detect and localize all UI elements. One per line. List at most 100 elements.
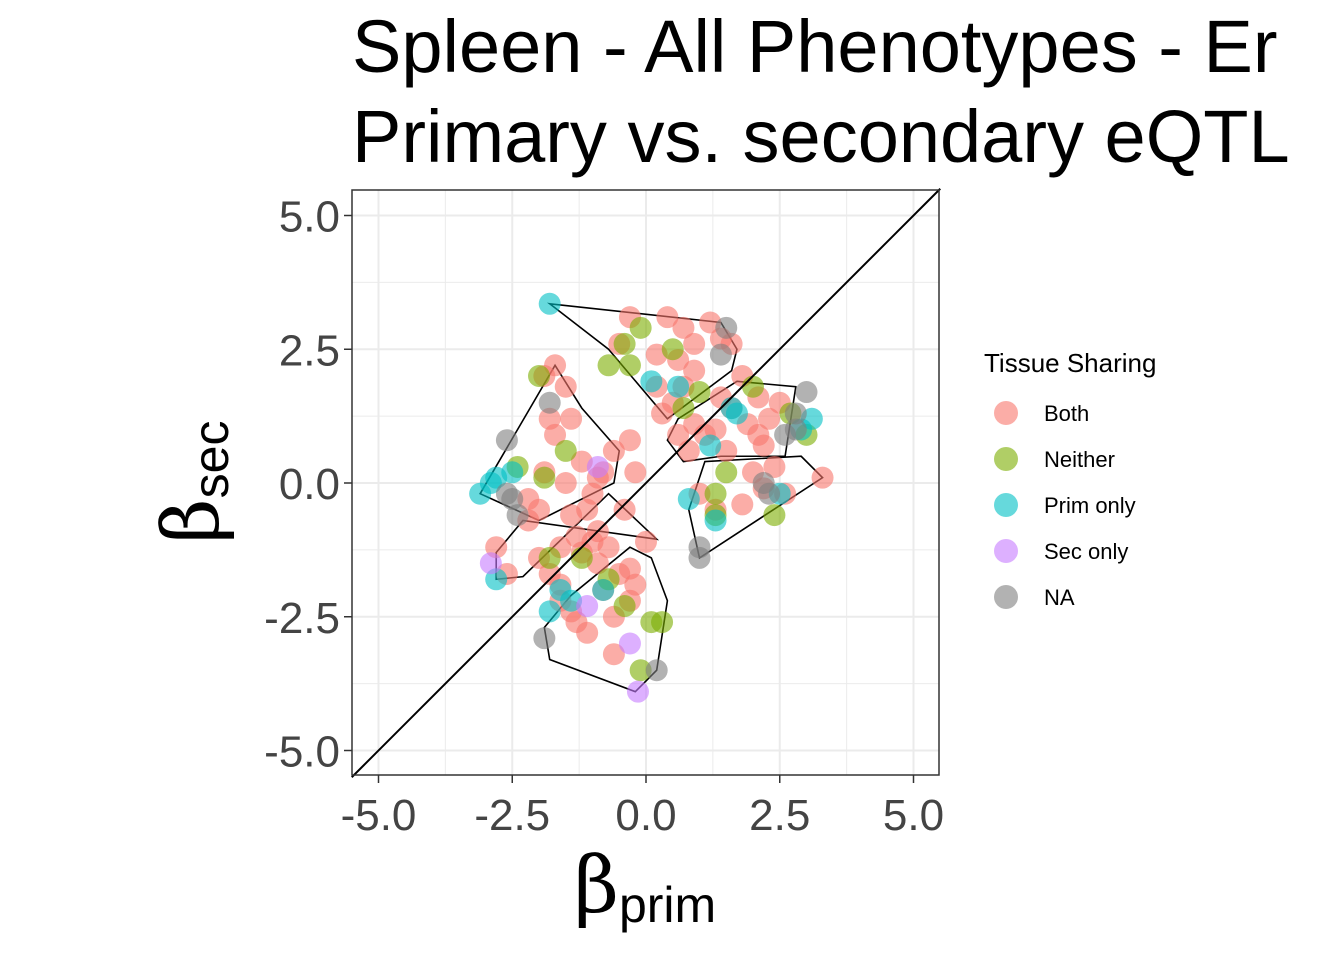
data-point-na bbox=[715, 316, 738, 339]
data-point-both bbox=[683, 359, 706, 382]
y-tick-label: 5.0 bbox=[279, 193, 340, 242]
data-point-both bbox=[576, 621, 599, 644]
legend-label-na: NA bbox=[1044, 585, 1075, 610]
x-axis-subscript: prim bbox=[619, 877, 716, 933]
x-axis-symbol: β bbox=[574, 841, 619, 931]
data-point-prim-only bbox=[538, 600, 561, 623]
data-point-neither bbox=[528, 365, 550, 387]
legend-label-both: Both bbox=[1044, 401, 1089, 426]
data-point-na bbox=[795, 381, 818, 404]
x-axis-title: βprim bbox=[574, 841, 716, 933]
data-point-na bbox=[688, 546, 711, 569]
data-point-neither bbox=[704, 482, 727, 505]
data-point-na bbox=[538, 391, 561, 414]
data-point-neither bbox=[672, 397, 695, 420]
data-point-prim-only bbox=[677, 488, 700, 511]
data-point-neither bbox=[629, 659, 652, 682]
data-point-neither bbox=[651, 611, 674, 634]
data-point-neither bbox=[618, 354, 641, 377]
data-point-neither bbox=[742, 375, 764, 398]
data-point-both bbox=[667, 423, 690, 446]
data-point-both bbox=[554, 472, 577, 494]
data-point-na bbox=[709, 343, 732, 366]
data-point-prim-only bbox=[725, 402, 748, 425]
x-tick-label: -5.0 bbox=[341, 791, 417, 840]
data-point-neither bbox=[533, 466, 556, 489]
data-point-both bbox=[602, 643, 625, 666]
data-point-both bbox=[758, 407, 781, 430]
data-point-both bbox=[560, 504, 583, 527]
data-point-both bbox=[544, 423, 567, 446]
data-point-neither bbox=[570, 546, 593, 569]
data-point-both bbox=[683, 332, 706, 355]
data-point-both bbox=[747, 423, 770, 446]
x-tick-label: 2.5 bbox=[749, 791, 810, 840]
y-axis-symbol: β bbox=[147, 498, 237, 543]
data-point-neither bbox=[715, 461, 738, 484]
data-point-both bbox=[677, 439, 700, 462]
x-axis-ticks: -5.0 -2.5 0.0 2.5 5.0 bbox=[341, 775, 944, 840]
data-point-prim-only bbox=[538, 292, 561, 315]
data-point-na bbox=[506, 504, 529, 527]
data-point-prim-only bbox=[699, 434, 722, 457]
data-point-both bbox=[613, 498, 636, 521]
legend-key-na bbox=[994, 585, 1018, 609]
legend-title: Tissue Sharing bbox=[984, 348, 1156, 378]
data-point-neither bbox=[538, 546, 561, 569]
data-point-neither bbox=[554, 439, 577, 462]
y-axis-subscript: sec bbox=[183, 421, 239, 499]
data-point-na bbox=[784, 402, 807, 425]
data-point-na bbox=[533, 627, 556, 650]
y-tick-label: -2.5 bbox=[264, 594, 340, 643]
data-point-prim-only bbox=[640, 370, 663, 393]
data-point-neither bbox=[629, 316, 652, 339]
data-point-prim-only bbox=[667, 375, 690, 398]
data-point-prim-only bbox=[501, 461, 524, 484]
data-point-both bbox=[635, 530, 657, 553]
legend: Tissue Sharing Both Neither Prim only Sec o… bbox=[984, 348, 1156, 610]
data-point-both bbox=[763, 455, 786, 478]
y-tick-label: -5.0 bbox=[264, 728, 340, 777]
data-point-prim-only bbox=[479, 472, 502, 494]
data-point-neither bbox=[688, 381, 711, 404]
data-point-sec-only bbox=[576, 595, 599, 618]
data-point-na bbox=[495, 429, 518, 452]
data-point-neither bbox=[613, 332, 636, 355]
legend-label-neither: Neither bbox=[1044, 447, 1115, 472]
legend-key-both bbox=[994, 401, 1018, 425]
data-point-neither bbox=[661, 338, 684, 361]
data-point-na bbox=[645, 659, 668, 682]
chart-title-line-2: Primary vs. secondary eQTL bbox=[352, 95, 1290, 178]
data-point-neither bbox=[763, 504, 786, 527]
data-point-both bbox=[624, 461, 647, 484]
data-point-both bbox=[602, 439, 625, 462]
data-point-both bbox=[581, 530, 604, 553]
data-point-both bbox=[618, 557, 641, 580]
data-point-both bbox=[618, 429, 641, 452]
data-point-both bbox=[517, 488, 540, 511]
data-point-prim-only bbox=[549, 579, 572, 601]
x-tick-label: 0.0 bbox=[615, 791, 676, 840]
y-axis-title: βsec bbox=[147, 421, 239, 544]
legend-key-prim-only bbox=[994, 493, 1018, 517]
legend-key-neither bbox=[994, 447, 1018, 471]
data-point-sec-only bbox=[479, 552, 502, 575]
data-point-both bbox=[560, 407, 583, 430]
chart-title-line-1: Spleen - All Phenotypes - Er bbox=[352, 5, 1278, 88]
data-point-na bbox=[758, 482, 781, 505]
data-point-both bbox=[538, 562, 561, 585]
legend-label-sec-only: Sec only bbox=[1044, 539, 1128, 564]
legend-key-sec-only bbox=[994, 539, 1018, 563]
data-point-na bbox=[784, 418, 807, 441]
data-point-prim-only bbox=[592, 579, 615, 601]
legend-label-prim-only: Prim only bbox=[1044, 493, 1136, 518]
y-axis-ticks: -5.0 -2.5 0.0 2.5 5.0 bbox=[264, 193, 352, 777]
data-point-prim-only bbox=[704, 509, 727, 532]
data-points bbox=[469, 292, 834, 703]
data-point-sec-only bbox=[618, 632, 641, 655]
hull-polygon-5 bbox=[666, 380, 797, 463]
y-tick-label: 0.0 bbox=[279, 460, 340, 509]
data-point-na bbox=[495, 482, 518, 505]
data-point-both bbox=[656, 306, 679, 329]
